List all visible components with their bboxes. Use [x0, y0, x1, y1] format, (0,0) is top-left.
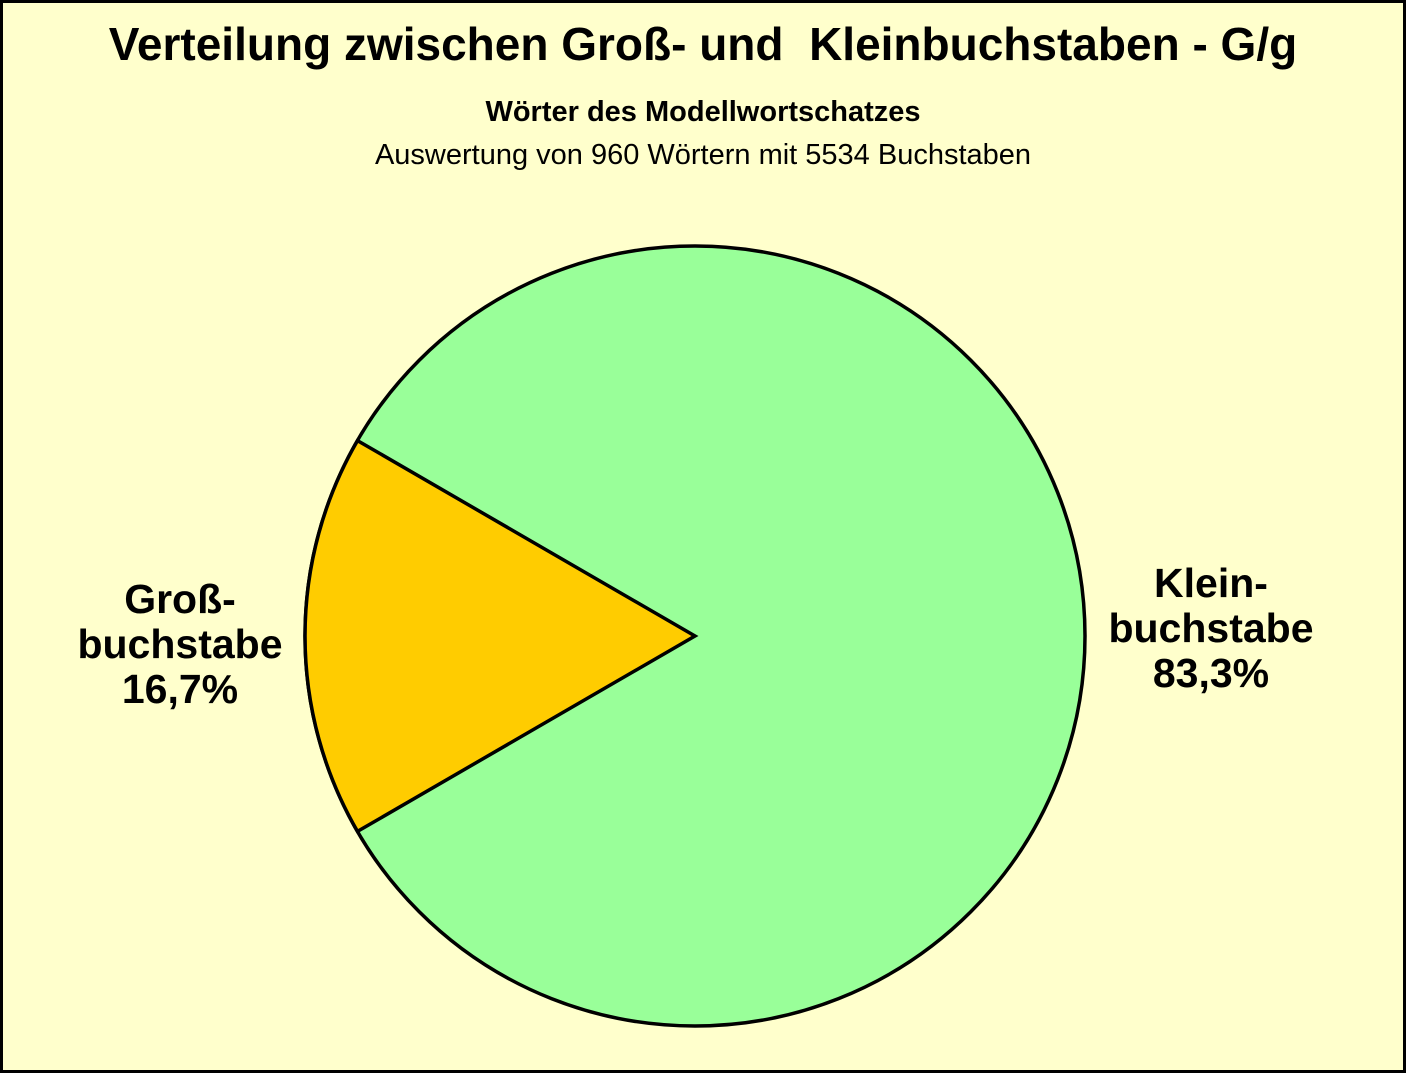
label-line-name-2: buchstabe	[77, 621, 283, 667]
label-line-name-1: Groß-	[124, 576, 236, 622]
chart-title: Verteilung zwischen Groß- und Kleinbuchs…	[108, 18, 1298, 70]
chart-subtitle-detail: Auswertung von 960 Wörtern mit 5534 Buch…	[374, 139, 1032, 171]
label-line-percent: 16,7%	[121, 666, 239, 712]
label-line-percent: 83,3%	[1152, 650, 1270, 696]
label-grossbuchstabe: Groß- buchstabe 16,7%	[30, 577, 330, 712]
label-line-name-1: Klein-	[1154, 560, 1268, 606]
pie-slice-grossbuchstabe	[303, 438, 699, 834]
pie-chart	[303, 244, 1087, 1028]
label-line-name-2: buchstabe	[1108, 605, 1314, 651]
chart-subtitle: Wörter des Modellwortschatzes	[485, 96, 921, 128]
label-kleinbuchstabe: Klein- buchstabe 83,3%	[1061, 561, 1361, 696]
